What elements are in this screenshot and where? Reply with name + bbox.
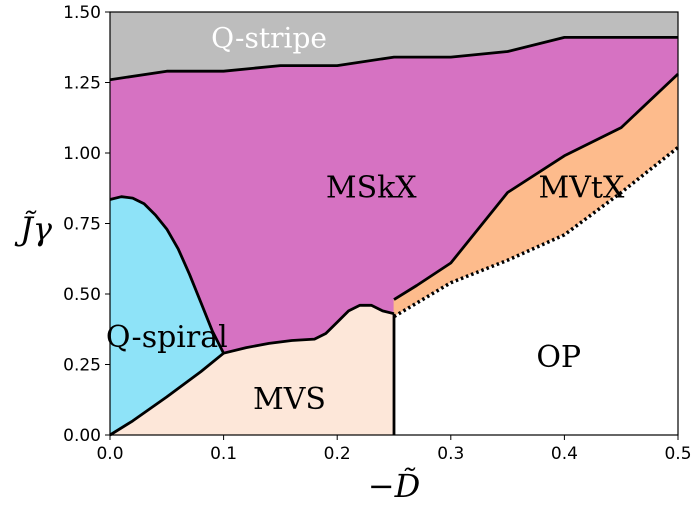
y-tick-label: 0.25 <box>63 356 101 376</box>
region-label-mvtx: MVtX <box>539 171 625 206</box>
x-tick-label: 0.2 <box>324 444 351 464</box>
y-tick-label: 1.00 <box>63 144 101 164</box>
x-tick-label: 0.0 <box>96 444 123 464</box>
region-label-op: OP <box>536 340 581 375</box>
x-tick-label: 0.4 <box>551 444 578 464</box>
mvtx-op-boundary <box>393 146 680 319</box>
region-label-q-stripe: Q-stripe <box>211 22 327 55</box>
y-tick-label: 0.75 <box>63 215 101 235</box>
x-tick-label: 0.5 <box>664 444 691 464</box>
mskx-lower-boundary <box>109 195 395 355</box>
region-labels: Q-stripe MSkX MVtX MVS Q-spiral OP <box>106 22 625 417</box>
region-label-mskx: MSkX <box>326 171 417 206</box>
mskx-mvtx-boundary <box>393 72 679 301</box>
region-label-q-spiral: Q-spiral <box>106 320 228 355</box>
phase-boundaries <box>109 36 680 437</box>
qspiral-mvs-boundary <box>109 352 225 437</box>
region-label-mvs: MVS <box>253 382 326 417</box>
y-tick-label: 1.25 <box>63 74 101 94</box>
y-axis-label: J̃γ <box>14 210 53 248</box>
x-axis-ticks: 0.0 0.1 0.2 0.3 0.4 0.5 <box>96 435 692 464</box>
y-tick-label: 0.00 <box>63 426 101 446</box>
x-axis-label: −D̃ <box>368 467 420 505</box>
y-tick-label: 1.50 <box>63 3 101 23</box>
y-tick-label: 0.50 <box>63 285 101 305</box>
x-tick-label: 0.3 <box>437 444 464 464</box>
qstripe-boundary <box>109 36 678 82</box>
x-tick-label: 0.1 <box>210 444 237 464</box>
y-axis-ticks: 0.00 0.25 0.50 0.75 1.00 1.25 1.50 <box>63 3 110 446</box>
